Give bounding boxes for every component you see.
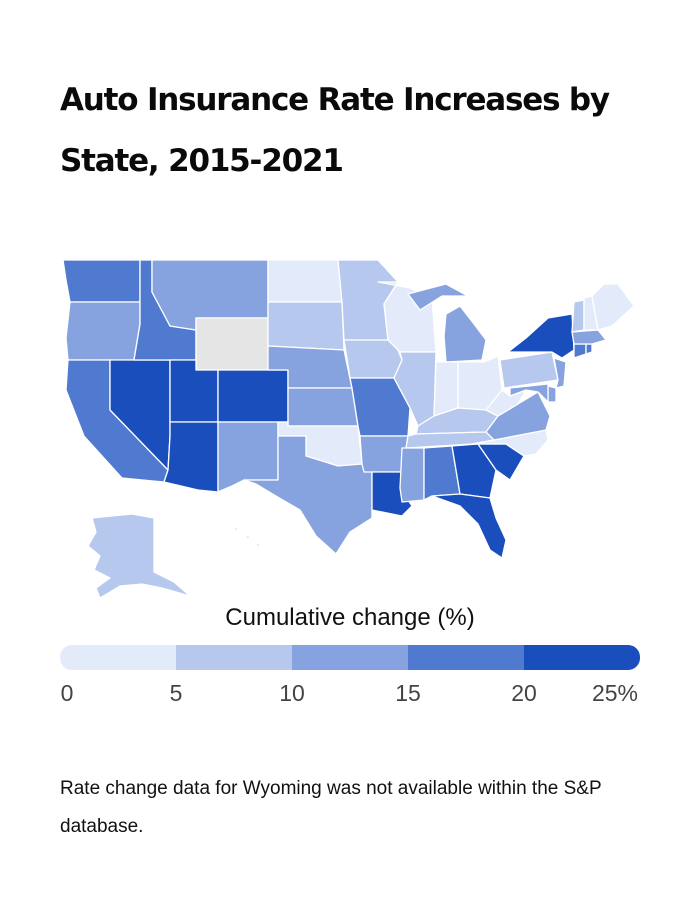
state-in[interactable] [433,361,459,417]
state-wa[interactable] [62,259,141,303]
legend-bin-10-15 [292,645,408,670]
state-wy[interactable] [195,317,269,371]
state-mi[interactable] [407,283,487,363]
state-ms[interactable] [399,447,425,503]
state-ri[interactable] [585,343,593,355]
state-nj[interactable] [553,357,567,389]
legend-tick-5: 5 [169,680,183,706]
legend-bin-15-20 [408,645,524,670]
state-fl[interactable] [431,493,507,559]
legend-bin-5-10 [176,645,292,670]
state-az[interactable] [163,421,219,493]
legend-color-bar [60,645,640,670]
state-co[interactable] [217,369,289,423]
state-ct[interactable] [573,343,587,359]
us-choropleth-map [62,259,635,599]
state-tx[interactable] [243,435,373,555]
state-or[interactable] [65,301,141,361]
legend-tick-0: 0 [60,680,74,706]
legend-title: Cumulative change (%) [225,604,475,631]
state-ks[interactable] [287,387,359,427]
state-ak[interactable] [87,513,191,599]
state-ny[interactable] [507,313,575,359]
state-nd[interactable] [267,259,343,303]
legend-bin-20-25 [524,645,640,670]
legend-bin-0-5 [60,645,176,670]
chart-title: Auto Insurance Rate Increases by State, … [60,82,610,179]
state-vt[interactable] [571,299,585,333]
legend-tick-10: 10 [279,680,305,706]
state-pa[interactable] [499,351,559,389]
legend-tick-20: 20 [511,680,537,706]
state-hi[interactable] [231,525,261,549]
state-nc[interactable] [471,429,549,457]
state-de[interactable] [547,385,557,403]
legend-tick-15: 15 [395,680,421,706]
legend-tick-25: 25% [591,680,639,706]
state-sd[interactable] [267,301,345,351]
state-me[interactable] [591,283,635,331]
state-md[interactable] [509,383,549,403]
footnote: Rate change data for Wyoming was not ava… [60,778,602,837]
state-ma[interactable] [571,329,607,345]
